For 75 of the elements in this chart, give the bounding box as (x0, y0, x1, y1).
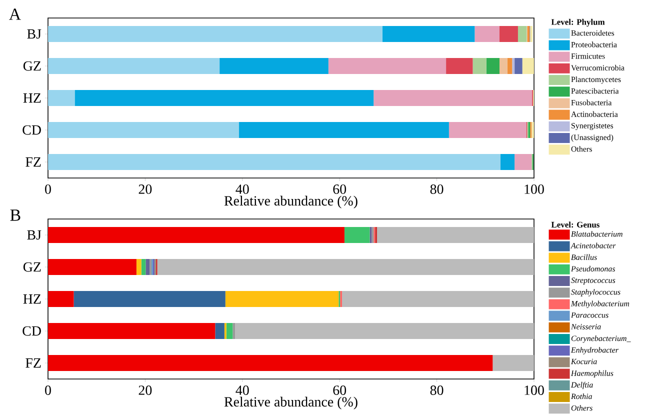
x-tick-label: 0 (45, 184, 51, 194)
x-tick-label: 100 (524, 184, 544, 194)
x-tick-label: 100 (524, 386, 544, 395)
bar (48, 26, 382, 42)
x-axis-title: Relative abundance (%) (224, 396, 358, 410)
y-tick-label: FZ (26, 157, 41, 167)
bar (48, 227, 344, 243)
bar (48, 323, 216, 339)
bar (518, 26, 527, 42)
x-tick-label: 60 (333, 386, 346, 395)
bar (48, 58, 220, 74)
y-tick-label: HZ (23, 93, 41, 103)
bar (342, 291, 534, 307)
x-tick-label: 40 (236, 386, 249, 395)
bar (232, 323, 236, 339)
y-tick-label: CD (22, 326, 41, 336)
bar (157, 259, 534, 275)
bar (136, 259, 142, 275)
bar (448, 122, 526, 138)
x-tick-label: 80 (430, 184, 444, 194)
bar (507, 58, 512, 74)
bar (48, 291, 74, 307)
bar (514, 58, 522, 74)
bar (74, 291, 226, 307)
bar (514, 154, 532, 170)
x-tick-label: 60 (333, 184, 346, 194)
bar (500, 154, 515, 170)
x-axis-title: Relative abundance (%) (224, 196, 358, 208)
x-tick-label: 80 (430, 386, 444, 395)
bar (486, 58, 500, 74)
bar (48, 90, 75, 106)
y-tick-label: BJ (27, 29, 42, 39)
bar (382, 26, 475, 42)
y-tick-label: BJ (27, 230, 42, 240)
bar (374, 90, 532, 106)
bar (225, 291, 339, 307)
y-tick-label: GZ (23, 61, 41, 71)
y-tick-label: FZ (26, 358, 41, 368)
x-tick-label: 0 (45, 386, 51, 395)
bar (48, 355, 493, 371)
bar (74, 90, 374, 106)
bar (492, 355, 534, 371)
bar (220, 58, 328, 74)
y-tick-label: CD (22, 125, 41, 135)
y-tick-label: HZ (23, 294, 41, 304)
bar (522, 58, 534, 74)
bar (530, 26, 533, 42)
x-tick-label: 20 (138, 184, 152, 194)
x-tick-label: 40 (236, 184, 249, 194)
legend-title: Level: Phylum (551, 18, 605, 27)
bar (235, 323, 534, 339)
bar (472, 58, 486, 74)
text: A (9, 8, 21, 20)
bar (446, 58, 473, 74)
bar (48, 154, 500, 170)
bar (328, 58, 446, 74)
bar (344, 227, 370, 243)
legend-title: Level: Genus (551, 222, 600, 228)
bar (48, 122, 239, 138)
text: B (10, 210, 20, 221)
bar (226, 323, 233, 339)
bar (500, 26, 518, 42)
bar (215, 323, 224, 339)
bar (527, 26, 530, 42)
x-tick-label: 20 (138, 386, 152, 395)
bar (532, 122, 534, 138)
bar (239, 122, 449, 138)
bar (377, 227, 534, 243)
bar (474, 26, 500, 42)
bar (141, 259, 146, 275)
bar (48, 259, 136, 275)
y-tick-label: GZ (23, 262, 41, 272)
bar (500, 58, 508, 74)
bar (146, 259, 150, 275)
bar (512, 58, 515, 74)
